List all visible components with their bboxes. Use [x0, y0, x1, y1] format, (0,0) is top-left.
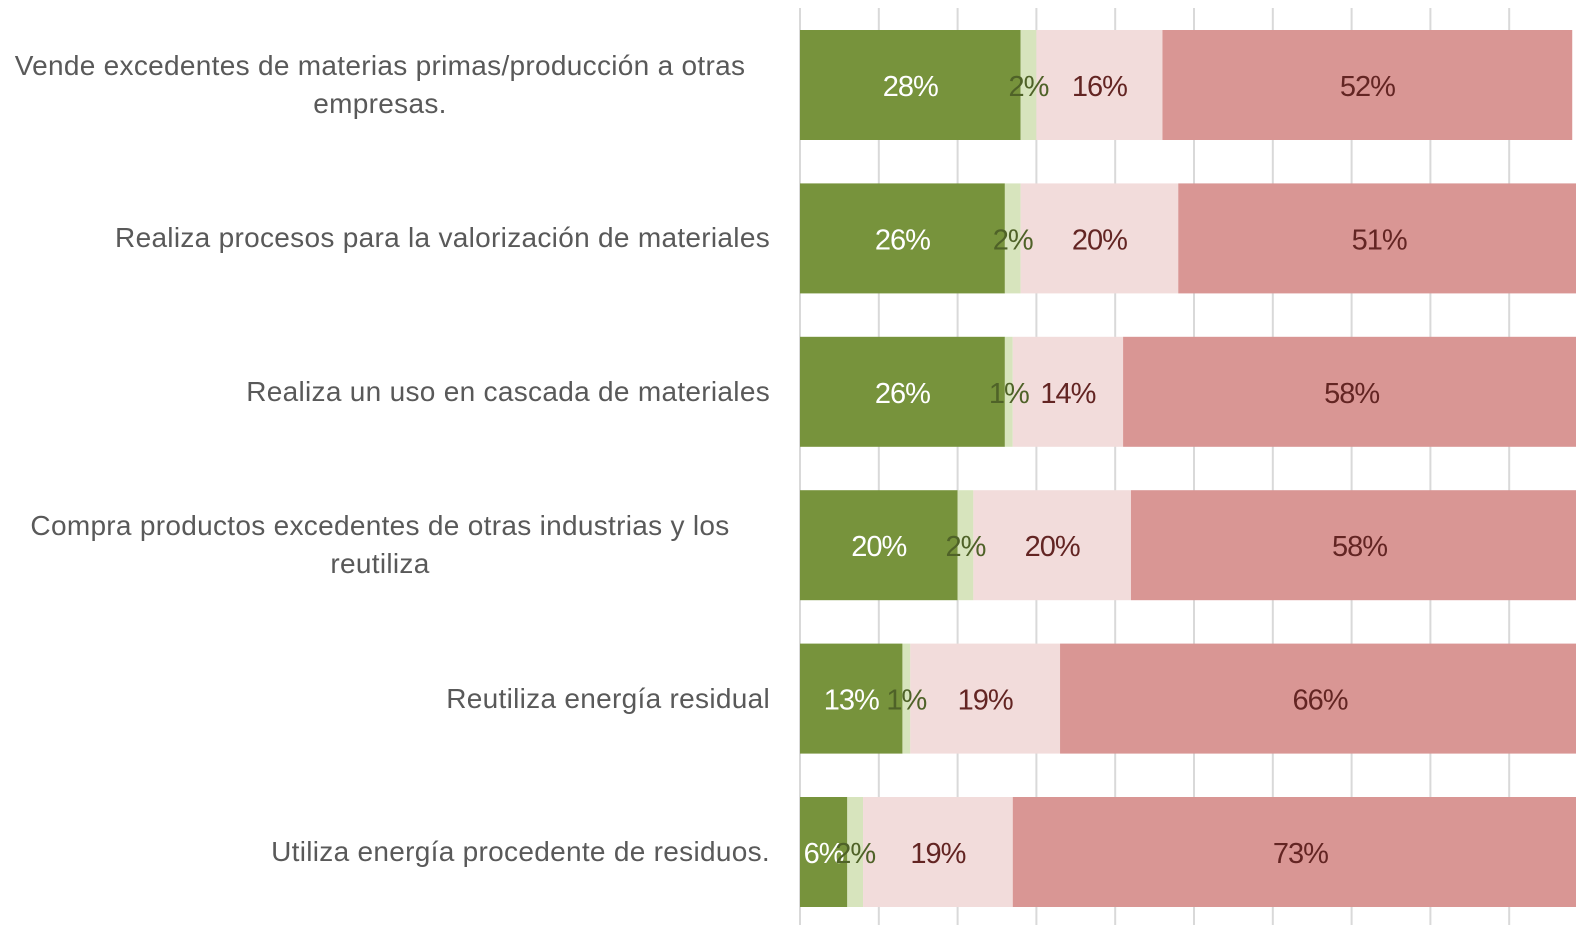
data-label: 28%: [883, 71, 938, 103]
bar-segment: [863, 797, 1013, 907]
category-label: Realiza procesos para la valorización de…: [0, 178, 770, 298]
data-label: 58%: [1324, 378, 1379, 410]
bar-segment: [800, 643, 903, 754]
bar-segment: [800, 336, 1005, 447]
category-text: Compra productos excedentes de otras ind…: [30, 510, 730, 580]
data-label: 1%: [886, 685, 926, 717]
data-label: 20%: [1025, 531, 1080, 563]
data-label: 1%: [989, 378, 1029, 410]
bar-segment: [800, 30, 1021, 140]
category-label: Reutiliza energía residual: [0, 639, 770, 759]
category-label: Vende excedentes de materias primas/prod…: [0, 25, 770, 145]
data-label: 26%: [875, 378, 930, 410]
bar-segment: [957, 490, 974, 601]
data-label: 2%: [993, 224, 1033, 256]
data-label: 13%: [824, 685, 879, 717]
bar-segment: [1020, 30, 1037, 140]
bar-segment: [1004, 183, 1021, 294]
category-label: Utiliza energía procedente de residuos.: [0, 792, 770, 912]
bar-segment: [1036, 30, 1163, 140]
data-label: 73%: [1273, 838, 1328, 870]
data-label: 51%: [1352, 224, 1407, 256]
data-label: 19%: [910, 838, 965, 870]
data-label: 16%: [1072, 71, 1127, 103]
category-label: Compra productos excedentes de otras ind…: [0, 485, 770, 605]
bar-segment: [910, 643, 1061, 754]
bar-segment: [1004, 336, 1013, 447]
data-label: 14%: [1040, 378, 1095, 410]
category-text: Utiliza energía procedente de residuos.: [271, 836, 770, 867]
bar-segment: [973, 490, 1131, 601]
bar-segment: [800, 183, 1005, 294]
bar-segment: [847, 797, 864, 907]
bar-segment: [902, 643, 911, 754]
data-label: 20%: [1072, 224, 1127, 256]
bar-segment: [1130, 490, 1576, 601]
bar-segment: [1012, 797, 1576, 907]
bar-segment: [1012, 336, 1124, 447]
data-label: 66%: [1293, 685, 1348, 717]
data-label: 26%: [875, 224, 930, 256]
bar-segment: [800, 797, 848, 907]
data-label: 2%: [1009, 71, 1049, 103]
data-label: 2%: [835, 838, 875, 870]
bar-segment: [1060, 643, 1576, 754]
data-label: 19%: [958, 685, 1013, 717]
data-label: 20%: [851, 531, 906, 563]
data-label: 52%: [1340, 71, 1395, 103]
bar-segment: [1020, 183, 1179, 294]
data-label: 2%: [946, 531, 986, 563]
category-text: Reutiliza energía residual: [446, 682, 770, 714]
data-label: 58%: [1332, 531, 1387, 563]
category-text: Realiza un uso en cascada de materiales: [246, 375, 770, 407]
bar-segment: [1178, 183, 1576, 294]
bar-segment: [1123, 336, 1576, 447]
data-label: 6%: [804, 838, 844, 870]
category-text: Realiza procesos para la valorización de…: [115, 222, 770, 254]
bar-segment: [1162, 30, 1573, 140]
category-label: Realiza un uso en cascada de materiales: [0, 332, 770, 452]
category-text: Vende excedentes de materias primas/prod…: [14, 50, 746, 119]
bar-segment: [800, 490, 958, 601]
